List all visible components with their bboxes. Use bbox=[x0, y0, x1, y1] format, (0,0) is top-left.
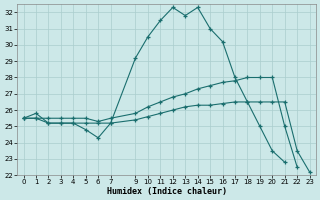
X-axis label: Humidex (Indice chaleur): Humidex (Indice chaleur) bbox=[107, 187, 227, 196]
